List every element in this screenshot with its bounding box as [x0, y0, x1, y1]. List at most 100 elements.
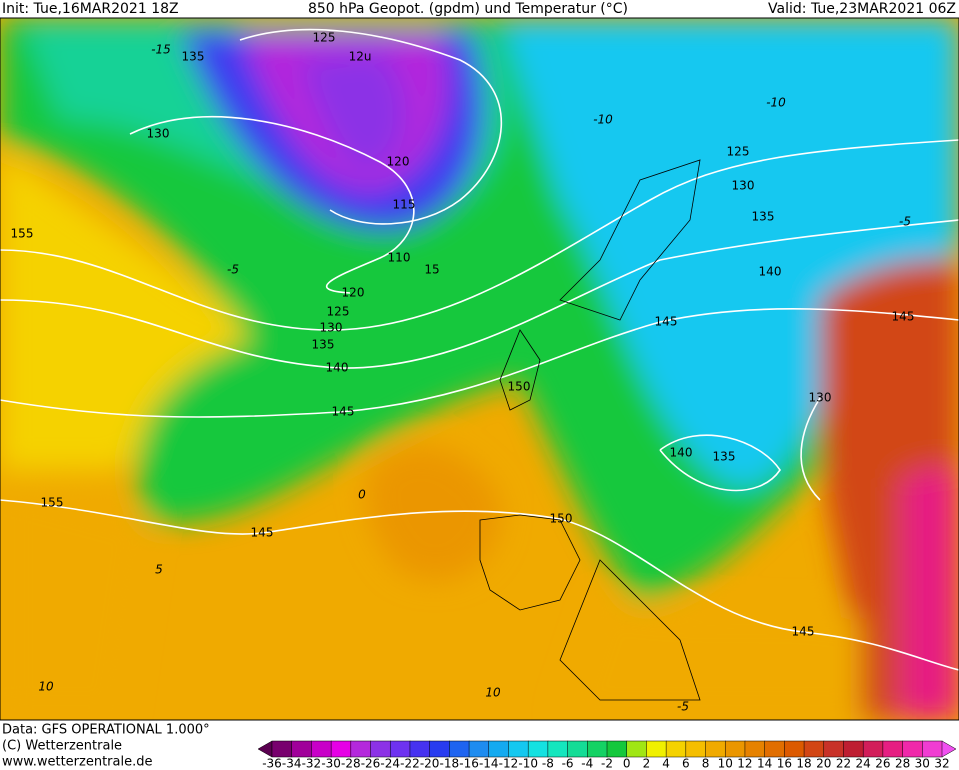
- colorbar-bin: [803, 740, 825, 758]
- colorbar-bin: [665, 740, 687, 758]
- colorbar-bin: [784, 740, 805, 758]
- colorbar-bin: [370, 740, 391, 758]
- contour-label: 155: [41, 496, 64, 510]
- colorbar-bin: [488, 740, 510, 758]
- colorbar-bin: [350, 740, 372, 758]
- temperature-label: -10: [766, 96, 786, 110]
- temperature-label: 5: [155, 563, 163, 577]
- colorbar-bin: [527, 740, 549, 758]
- contour-label: 110: [388, 251, 411, 265]
- init-time: Init: Tue,16MAR2021 18Z: [2, 1, 179, 17]
- temperature-label: -10: [593, 113, 613, 127]
- colorbar-bin: [567, 740, 588, 758]
- contour-label: 135: [312, 338, 335, 352]
- contour-label: 140: [670, 446, 693, 460]
- contour-label: 125: [727, 145, 750, 159]
- colorbar-bin: [508, 740, 529, 758]
- colorbar-bin: [882, 740, 904, 758]
- colorbar-tick-label: -12: [499, 757, 519, 770]
- contour-label: 150: [508, 380, 531, 394]
- colorbar-bin: [429, 740, 450, 758]
- contour-label: 15: [424, 263, 439, 277]
- colorbar-tick-label: 10: [718, 757, 733, 770]
- map-area: [0, 18, 959, 720]
- colorbar-bin: [271, 740, 293, 758]
- colorbar-bin: [606, 740, 628, 758]
- contour-label: 140: [326, 361, 349, 375]
- colorbar-tick-label: -26: [361, 757, 381, 770]
- colorbar-arrow: [257, 740, 273, 758]
- contour-label: 12u: [349, 50, 372, 64]
- colorbar-tick-label: 20: [816, 757, 831, 770]
- colorbar-tick-label: 22: [836, 757, 851, 770]
- contour-label: 120: [342, 286, 365, 300]
- geopotential-contours: [0, 28, 959, 671]
- colorbar-tick-label: 26: [875, 757, 890, 770]
- website: www.wetterzentrale.de: [2, 755, 152, 770]
- colorbar-bin: [764, 740, 785, 758]
- contour-label: 115: [393, 198, 416, 212]
- contour-label: 135: [182, 50, 205, 64]
- map-frame: [0, 17, 959, 721]
- colorbar-tick-label: 12: [737, 757, 752, 770]
- colorbar-bin: [724, 740, 746, 758]
- colorbar-tick-label: 28: [895, 757, 910, 770]
- colorbar-tick-label: 30: [915, 757, 930, 770]
- contour-label: 145: [792, 625, 815, 639]
- colorbar-bin: [744, 740, 766, 758]
- colorbar-tick-label: 18: [796, 757, 811, 770]
- contour-label: 150: [550, 512, 573, 526]
- colorbar-bin: [902, 740, 923, 758]
- map-title: 850 hPa Geopot. (gpdm) und Temperatur (°…: [308, 1, 628, 17]
- colorbar-tick-label: 14: [757, 757, 772, 770]
- copyright: (C) Wetterzentrale: [2, 739, 122, 754]
- contour-label: 130: [732, 179, 755, 193]
- colorbar-tick-label: -8: [542, 757, 554, 770]
- colorbar-tick-label: 32: [934, 757, 949, 770]
- colorbar-bin: [646, 740, 667, 758]
- colorbar-bin: [843, 740, 864, 758]
- colorbar-bin: [449, 740, 470, 758]
- colorbar-bin: [409, 740, 431, 758]
- temperature-label: 0: [358, 488, 366, 502]
- colorbar-bin: [862, 740, 884, 758]
- colorbar-bin: [330, 740, 352, 758]
- contour-label: 130: [320, 321, 343, 335]
- colorbar-bin: [922, 740, 943, 758]
- colorbar-bin: [705, 740, 726, 758]
- colorbar-tick-label: 6: [682, 757, 690, 770]
- colorbar-bin: [587, 740, 608, 758]
- colorbar-tick-label: -36: [262, 757, 282, 770]
- temperature-label: -5: [227, 263, 239, 277]
- colorbar-bin: [389, 740, 411, 758]
- temperature-label: 10: [38, 680, 54, 694]
- temperature-label: -15: [151, 43, 171, 57]
- contour-label: 125: [327, 305, 350, 319]
- colorbar-tick-label: -18: [440, 757, 460, 770]
- colorbar-tick-label: -6: [562, 757, 574, 770]
- colorbar-tick-label: -14: [479, 757, 499, 770]
- colorbar: -36 -34 -32 -30 -28 -26 -24 -22 -20 -18 -16 -14 -12-…: [257, 740, 957, 770]
- colorbar-tick-label: 24: [856, 757, 871, 770]
- contour-label: 130: [809, 391, 832, 405]
- colorbar-tick-label: -16: [459, 757, 479, 770]
- colorbar-tick-label: 8: [702, 757, 710, 770]
- colorbar-bin: [823, 740, 845, 758]
- colorbar-tick-label: -20: [420, 757, 440, 770]
- contour-label: 125: [313, 31, 336, 45]
- colorbar-tick-label: -30: [321, 757, 341, 770]
- colorbar-tick-label: -22: [400, 757, 420, 770]
- colorbar-bin: [468, 740, 490, 758]
- contour-label: 140: [759, 265, 782, 279]
- colorbar-tick-label: 2: [643, 757, 651, 770]
- colorbar-tick-label: -34: [282, 757, 302, 770]
- colorbar-bin: [291, 740, 312, 758]
- contour-label: 130: [147, 127, 170, 141]
- colorbar-bin: [547, 740, 569, 758]
- colorbar-tick-label: 0: [623, 757, 631, 770]
- temperature-label: -5: [899, 215, 911, 229]
- temperature-label: -5: [677, 700, 689, 714]
- colorbar-bin: [626, 740, 647, 758]
